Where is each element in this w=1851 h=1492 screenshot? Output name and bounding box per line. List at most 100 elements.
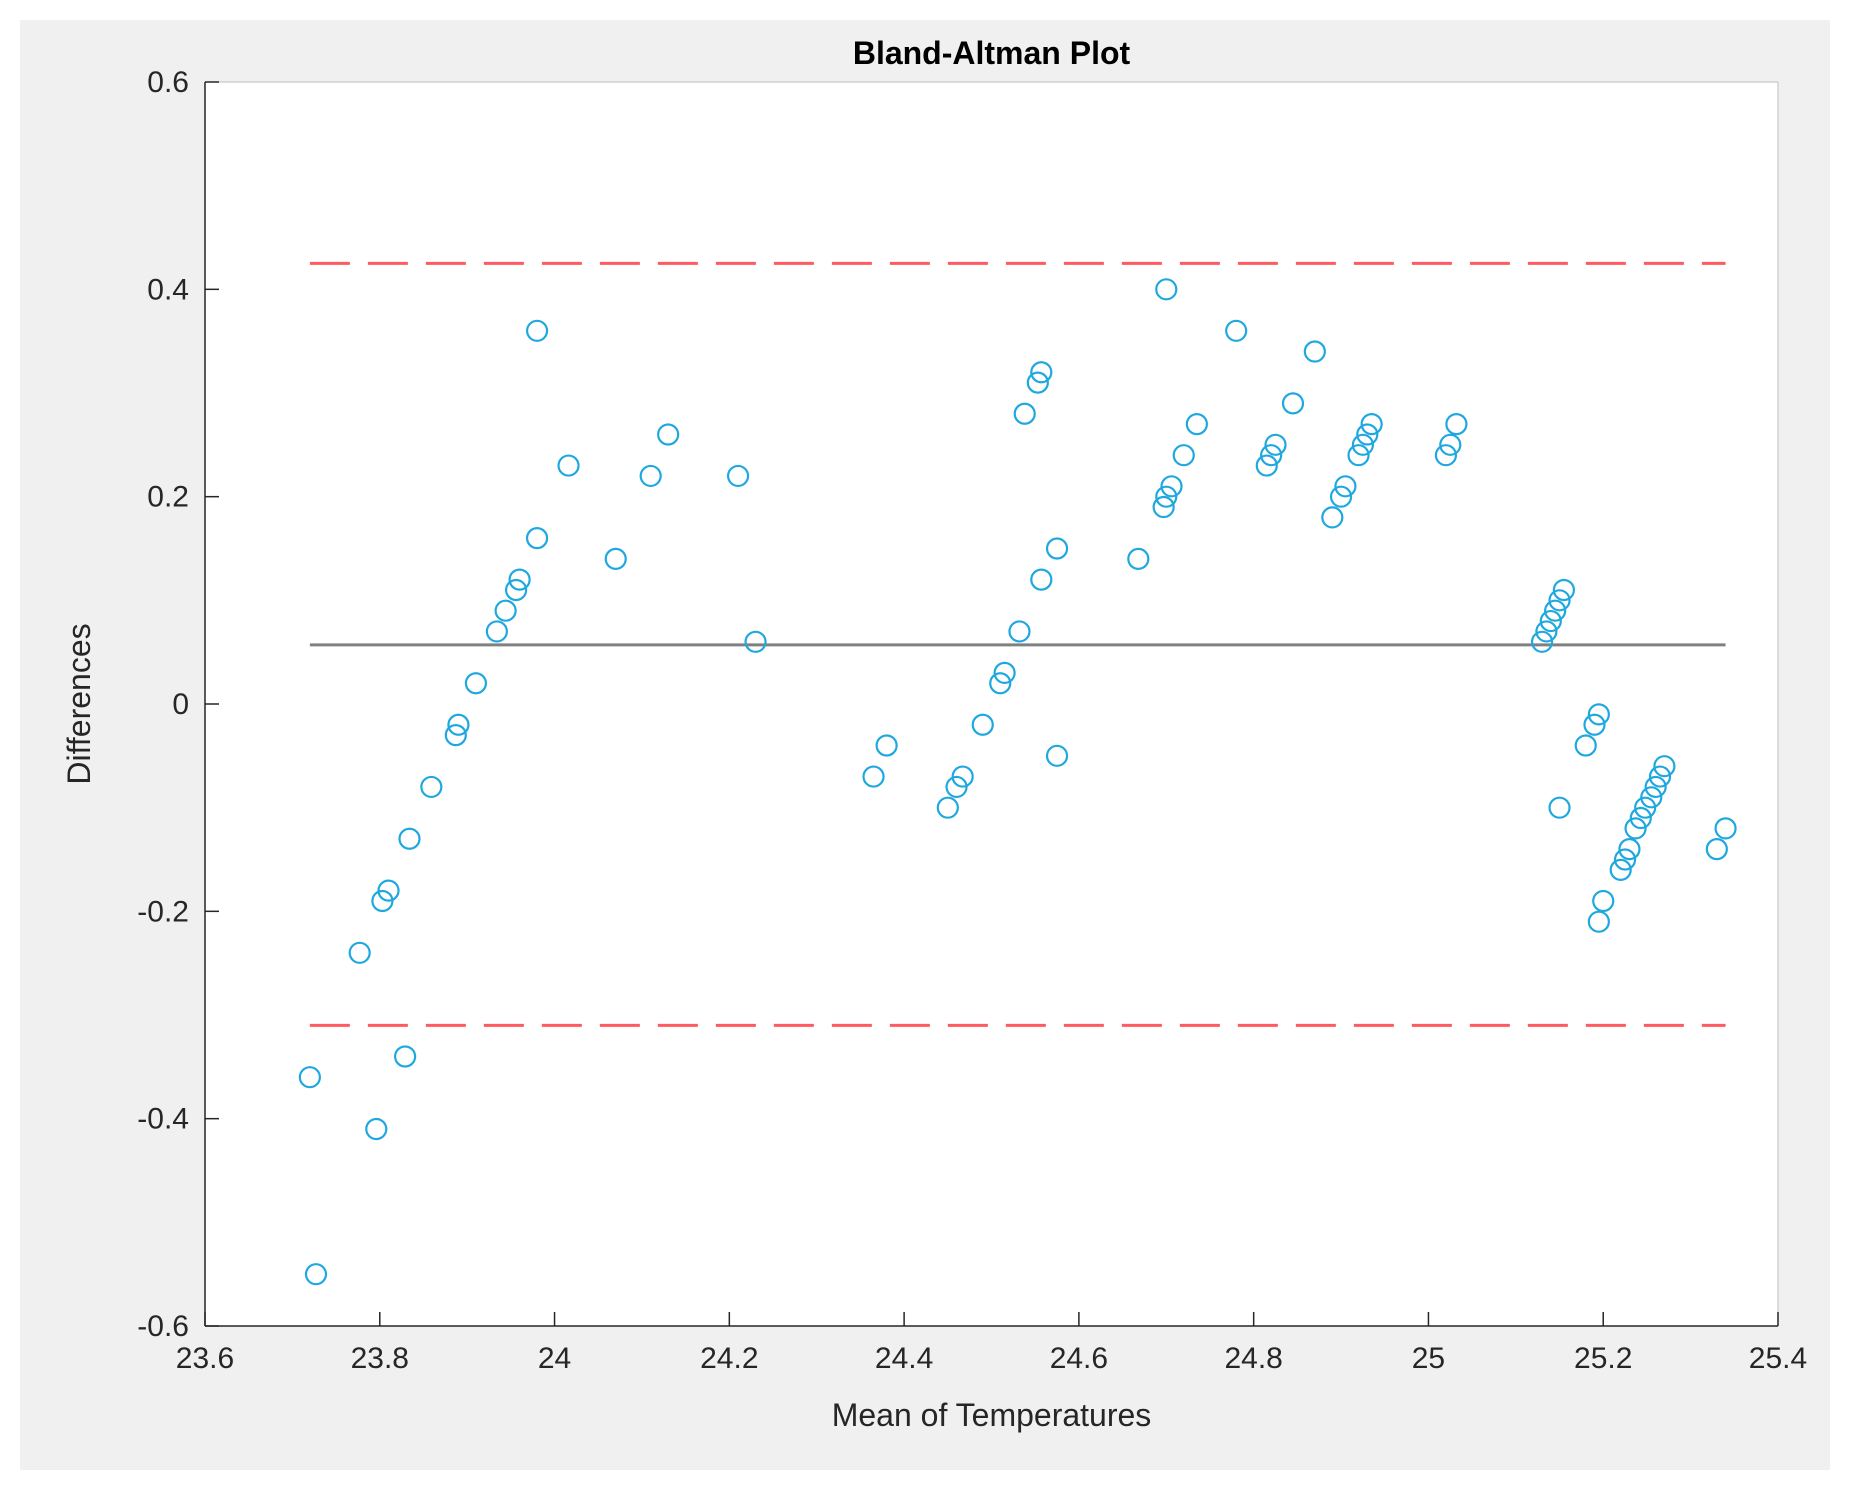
data-point bbox=[1334, 475, 1357, 498]
data-point bbox=[1281, 392, 1305, 415]
x-tick-label: 24.4 bbox=[875, 1342, 933, 1375]
data-point bbox=[525, 319, 549, 342]
data-point bbox=[639, 464, 662, 488]
data-point bbox=[1653, 755, 1676, 778]
y-tick-label: -0.2 bbox=[137, 895, 189, 928]
data-point bbox=[1714, 817, 1737, 840]
x-tick-label: 25.2 bbox=[1574, 1342, 1632, 1375]
data-point bbox=[1705, 838, 1728, 861]
x-tick-label: 23.6 bbox=[176, 1342, 234, 1375]
data-point bbox=[377, 879, 400, 902]
data-point bbox=[1544, 599, 1567, 622]
data-point bbox=[464, 672, 488, 695]
x-axis-label: Mean of Temperatures bbox=[832, 1397, 1152, 1433]
data-point bbox=[398, 827, 421, 850]
data-point bbox=[1185, 413, 1208, 436]
data-point bbox=[304, 1263, 328, 1286]
data-point bbox=[1172, 444, 1195, 467]
data-point bbox=[1360, 413, 1383, 436]
data-point bbox=[1303, 340, 1326, 363]
y-tick-label: 0.6 bbox=[147, 66, 189, 99]
data-point bbox=[420, 775, 443, 799]
data-point bbox=[1609, 858, 1632, 881]
data-point bbox=[365, 1117, 388, 1141]
data-point bbox=[1640, 786, 1663, 809]
data-point bbox=[1624, 817, 1647, 840]
data-point bbox=[1260, 444, 1283, 467]
limit-lines bbox=[309, 261, 1726, 1027]
chart-title: Bland-Altman Plot bbox=[853, 35, 1131, 71]
data-point bbox=[1644, 775, 1667, 799]
y-axis-label: Differences bbox=[61, 623, 97, 784]
data-point bbox=[1592, 889, 1615, 913]
data-point bbox=[936, 796, 959, 819]
y-tick-label: 0.2 bbox=[147, 481, 189, 514]
data-point bbox=[1026, 371, 1049, 394]
x-tick-label: 24 bbox=[538, 1342, 571, 1375]
data-point bbox=[1356, 423, 1379, 446]
data-point bbox=[1539, 609, 1562, 633]
data-point bbox=[1008, 620, 1031, 643]
data-point bbox=[298, 1066, 321, 1089]
data-point bbox=[1152, 495, 1175, 519]
data-point bbox=[1552, 578, 1575, 602]
data-point bbox=[604, 547, 627, 570]
data-point bbox=[1045, 744, 1069, 767]
x-tick-label: 23.8 bbox=[351, 1342, 409, 1375]
data-point bbox=[993, 661, 1016, 685]
data-point bbox=[447, 713, 470, 736]
data-point bbox=[1030, 361, 1053, 384]
x-tick-label: 25 bbox=[1412, 1342, 1445, 1375]
data-point bbox=[1155, 485, 1178, 508]
data-point bbox=[862, 765, 885, 788]
data-point bbox=[971, 713, 994, 736]
data-point bbox=[1155, 278, 1178, 301]
data-point bbox=[525, 527, 549, 550]
data-point bbox=[1434, 444, 1458, 467]
data-point bbox=[1587, 703, 1610, 726]
data-point bbox=[1045, 537, 1069, 560]
data-point bbox=[875, 734, 898, 757]
x-tick-label: 25.4 bbox=[1749, 1342, 1807, 1375]
x-tick-label: 24.6 bbox=[1050, 1342, 1108, 1375]
x-tick-label: 24.2 bbox=[700, 1342, 758, 1375]
data-point bbox=[1574, 734, 1597, 757]
data-point bbox=[1351, 433, 1375, 456]
plot-area bbox=[205, 82, 1778, 1326]
data-point bbox=[657, 423, 680, 446]
data-point bbox=[1648, 765, 1672, 788]
data-point bbox=[1321, 506, 1344, 529]
data-point bbox=[1618, 838, 1641, 861]
data-point bbox=[1255, 454, 1278, 477]
data-point bbox=[1613, 848, 1637, 871]
data-point bbox=[1583, 713, 1606, 736]
data-point bbox=[1439, 433, 1462, 456]
data-point bbox=[348, 941, 371, 964]
data-point bbox=[485, 620, 508, 643]
x-axis-ticks: 23.6 23.8 24 24.2 24.4 24.6 24.8 25 25.2 25.4 bbox=[176, 1312, 1807, 1375]
data-point bbox=[1030, 568, 1053, 591]
data-point bbox=[1264, 433, 1287, 456]
x-tick-label: 24.8 bbox=[1224, 1342, 1282, 1375]
y-axis-ticks: -0.6 -0.4 -0.2 0 0.2 0.4 0.6 bbox=[137, 66, 219, 1343]
data-point bbox=[508, 568, 531, 591]
data-point bbox=[744, 630, 767, 653]
data-point bbox=[1548, 796, 1571, 819]
data-point bbox=[1587, 910, 1610, 933]
data-point bbox=[1535, 620, 1558, 643]
data-point bbox=[989, 672, 1012, 695]
data-point bbox=[726, 464, 750, 488]
data-point bbox=[444, 723, 467, 747]
data-point bbox=[951, 765, 974, 788]
data-point bbox=[494, 599, 517, 622]
y-tick-label: 0.4 bbox=[147, 273, 189, 306]
data-point bbox=[1629, 806, 1652, 830]
data-point bbox=[1548, 589, 1571, 612]
y-tick-label: 0 bbox=[172, 688, 189, 721]
y-tick-label: -0.6 bbox=[137, 1310, 189, 1343]
data-point bbox=[1329, 485, 1353, 508]
data-point bbox=[505, 578, 528, 602]
data-point bbox=[394, 1045, 417, 1068]
data-point bbox=[1127, 547, 1150, 570]
